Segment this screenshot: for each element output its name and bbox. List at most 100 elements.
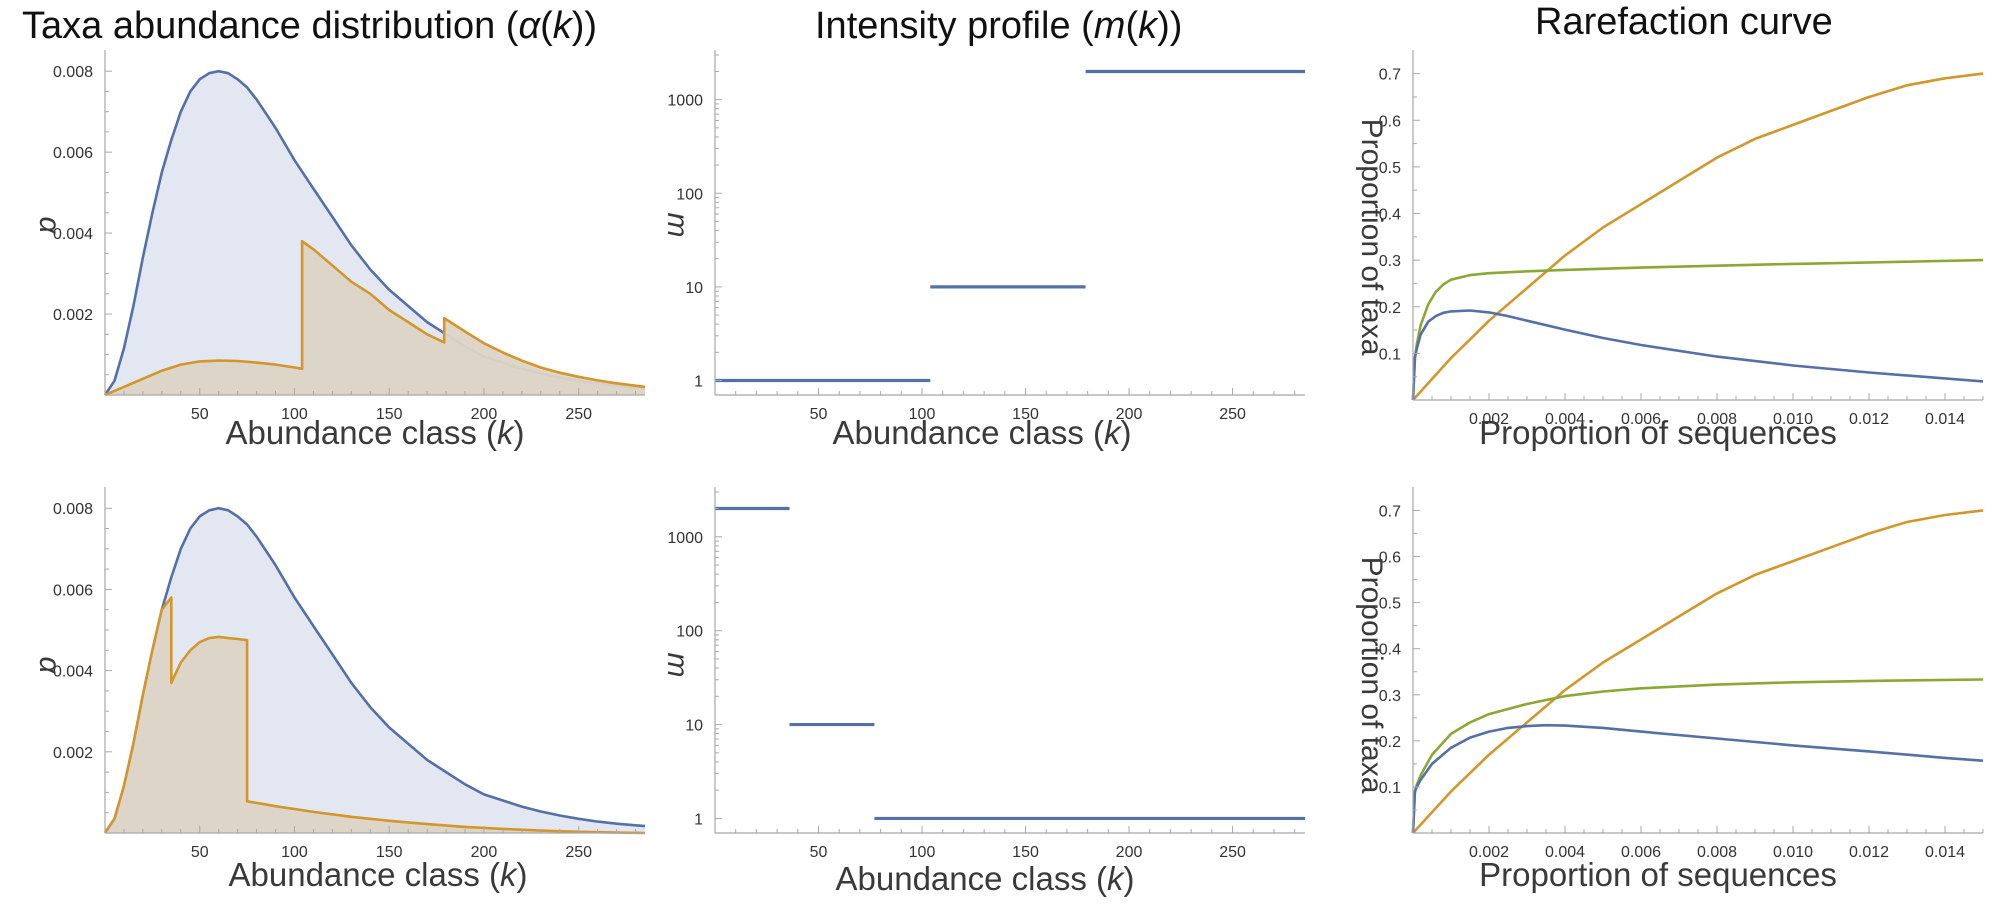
series-line-total: [103, 506, 646, 834]
y-axis-label: α: [33, 656, 66, 674]
x-tick-label: 200: [471, 844, 498, 861]
y-tick-label: 0.004: [53, 664, 93, 681]
x-tick-label: 100: [281, 844, 308, 861]
area-observed: [105, 597, 645, 833]
y-tick-label: 1: [694, 811, 703, 828]
title-intensity-profile: Intensity profile (m(k)): [815, 5, 1182, 47]
title-part: k: [1138, 5, 1159, 47]
x-tick-label: 0.010: [1773, 411, 1813, 428]
title-part: )): [572, 5, 597, 47]
y-axis-label: m: [661, 213, 694, 238]
y-tick-label: 1000: [667, 93, 703, 110]
x-axis-label-part: ): [1124, 860, 1135, 897]
x-tick-label: 0.004: [1545, 411, 1585, 428]
y-tick-label: 0.7: [1379, 503, 1401, 520]
x-axis-label: Abundance class (k): [833, 414, 1132, 451]
y-tick-label: 0.5: [1379, 160, 1401, 177]
x-axis-label: Abundance class (k): [836, 860, 1135, 897]
x-axis-label: Proportion of sequences: [1479, 856, 1837, 893]
y-tick-label: 0.1: [1379, 346, 1401, 363]
series-line-observed: [103, 596, 646, 835]
y-tick-label: 0.6: [1379, 550, 1401, 567]
y-axis-label: α: [33, 216, 66, 234]
x-tick-label: 200: [1116, 406, 1143, 423]
x-tick-label: 0.006: [1621, 844, 1661, 861]
series-line-blue: [1411, 723, 1984, 834]
title-part: (: [1125, 5, 1138, 47]
y-tick-label: 0.4: [1379, 642, 1401, 659]
x-tick-label: 100: [281, 406, 308, 423]
panels: 50 100 150 200 2500.0020.0040.0060.008Abunda…: [33, 50, 1984, 897]
x-axis-label-part: Abundance class (: [833, 414, 1105, 451]
x-axis-label-part: k: [1104, 414, 1122, 451]
title-part: Intensity profile (: [815, 5, 1094, 47]
x-axis-label: Abundance class (k): [226, 414, 525, 451]
y-tick-label: 100: [676, 624, 703, 641]
chart-r1c1: 50 100 150 200 250 0.002 0.004 0.006 0.008 Abunda…: [33, 50, 646, 451]
y-tick-label: 0.4: [1379, 207, 1401, 224]
x-axis-label-part: ): [517, 856, 528, 893]
y-tick-label: 0.6: [1379, 113, 1401, 130]
series-line-orange: [1412, 72, 1984, 401]
title-part: )): [1157, 5, 1182, 47]
y-tick-label: 0.7: [1379, 67, 1401, 84]
x-tick-label: 50: [810, 844, 828, 861]
y-tick-label: 1000: [667, 530, 703, 547]
area-total: [105, 71, 645, 395]
y-tick-label: 0.3: [1379, 253, 1401, 270]
x-tick-label: 0.002: [1469, 411, 1509, 428]
x-axis-label-part: ): [1121, 414, 1132, 451]
y-tick-label: 0.006: [53, 582, 93, 599]
y-tick-label: 0.1: [1379, 780, 1401, 797]
x-axis-label-part: Proportion of sequences: [1479, 414, 1837, 451]
title-part: Taxa abundance distribution (: [22, 5, 519, 47]
x-tick-label: 150: [376, 406, 403, 423]
y-tick-label: 0.2: [1379, 300, 1401, 317]
x-tick-label: 150: [1012, 406, 1039, 423]
x-axis-label-part: k: [500, 856, 518, 893]
x-tick-label: 50: [191, 844, 209, 861]
y-tick-label: 0.5: [1379, 596, 1401, 613]
y-tick-label: 0.008: [53, 64, 93, 81]
y-tick-label: 1: [694, 373, 703, 390]
chart-r2c3: 0.002 0.004 0.006 0.008 0.010 0.012 0.014 0.1 0.…: [1355, 487, 1984, 893]
y-axis-label: Proportion of taxa: [1355, 557, 1388, 794]
x-tick-label: 200: [1116, 844, 1143, 861]
x-tick-label: 0.002: [1469, 844, 1509, 861]
y-tick-label: 0.004: [53, 226, 93, 243]
x-tick-label: 150: [1012, 844, 1039, 861]
x-tick-label: 0.012: [1849, 844, 1889, 861]
chart-r1c3: 0.002 0.004 0.006 0.008 0.010 0.012 0.014 0.1 0.…: [1355, 50, 1984, 451]
x-tick-label: 250: [1219, 844, 1246, 861]
x-axis-label: Abundance class (k): [229, 856, 528, 893]
x-axis-label-part: k: [497, 414, 515, 451]
x-tick-label: 0.012: [1849, 411, 1889, 428]
x-axis-label-part: ): [514, 414, 525, 451]
x-tick-label: 0.010: [1773, 844, 1813, 861]
x-tick-label: 0.008: [1697, 411, 1737, 428]
y-tick-label: 0.2: [1379, 734, 1401, 751]
y-tick-label: 0.002: [53, 745, 93, 762]
x-tick-label: 100: [909, 844, 936, 861]
x-tick-label: 0.006: [1621, 411, 1661, 428]
x-tick-label: 200: [471, 406, 498, 423]
title-part: α: [518, 5, 541, 47]
y-axis-label: Proportion of taxa: [1355, 119, 1388, 356]
title-part: m: [1094, 5, 1126, 47]
y-tick-label: 10: [685, 718, 703, 735]
x-axis-label: Proportion of sequences: [1479, 414, 1837, 451]
chart-r2c1: 50 100 150 200 250 0.002 0.004 0.006 0.008 Abunda…: [33, 487, 646, 893]
title-part: (: [540, 5, 553, 47]
series-line-green: [1411, 258, 1984, 401]
chart-r1c2: 50 100 150 200 250 1 10 100 1000 Abundance class …: [661, 50, 1305, 451]
series-line-blue: [1411, 309, 1984, 401]
x-axis-label-part: Proportion of sequences: [1479, 856, 1837, 893]
x-axis-label-part: Abundance class (: [836, 860, 1108, 897]
x-axis-label-part: k: [1107, 860, 1125, 897]
y-tick-label: 100: [676, 186, 703, 203]
x-tick-label: 250: [565, 844, 592, 861]
x-tick-label: 0.008: [1697, 844, 1737, 861]
series-line-green: [1411, 678, 1984, 834]
chart-r2c2: 50 100 150 200 250 1 10 100 1000 Abundance class …: [661, 487, 1305, 897]
